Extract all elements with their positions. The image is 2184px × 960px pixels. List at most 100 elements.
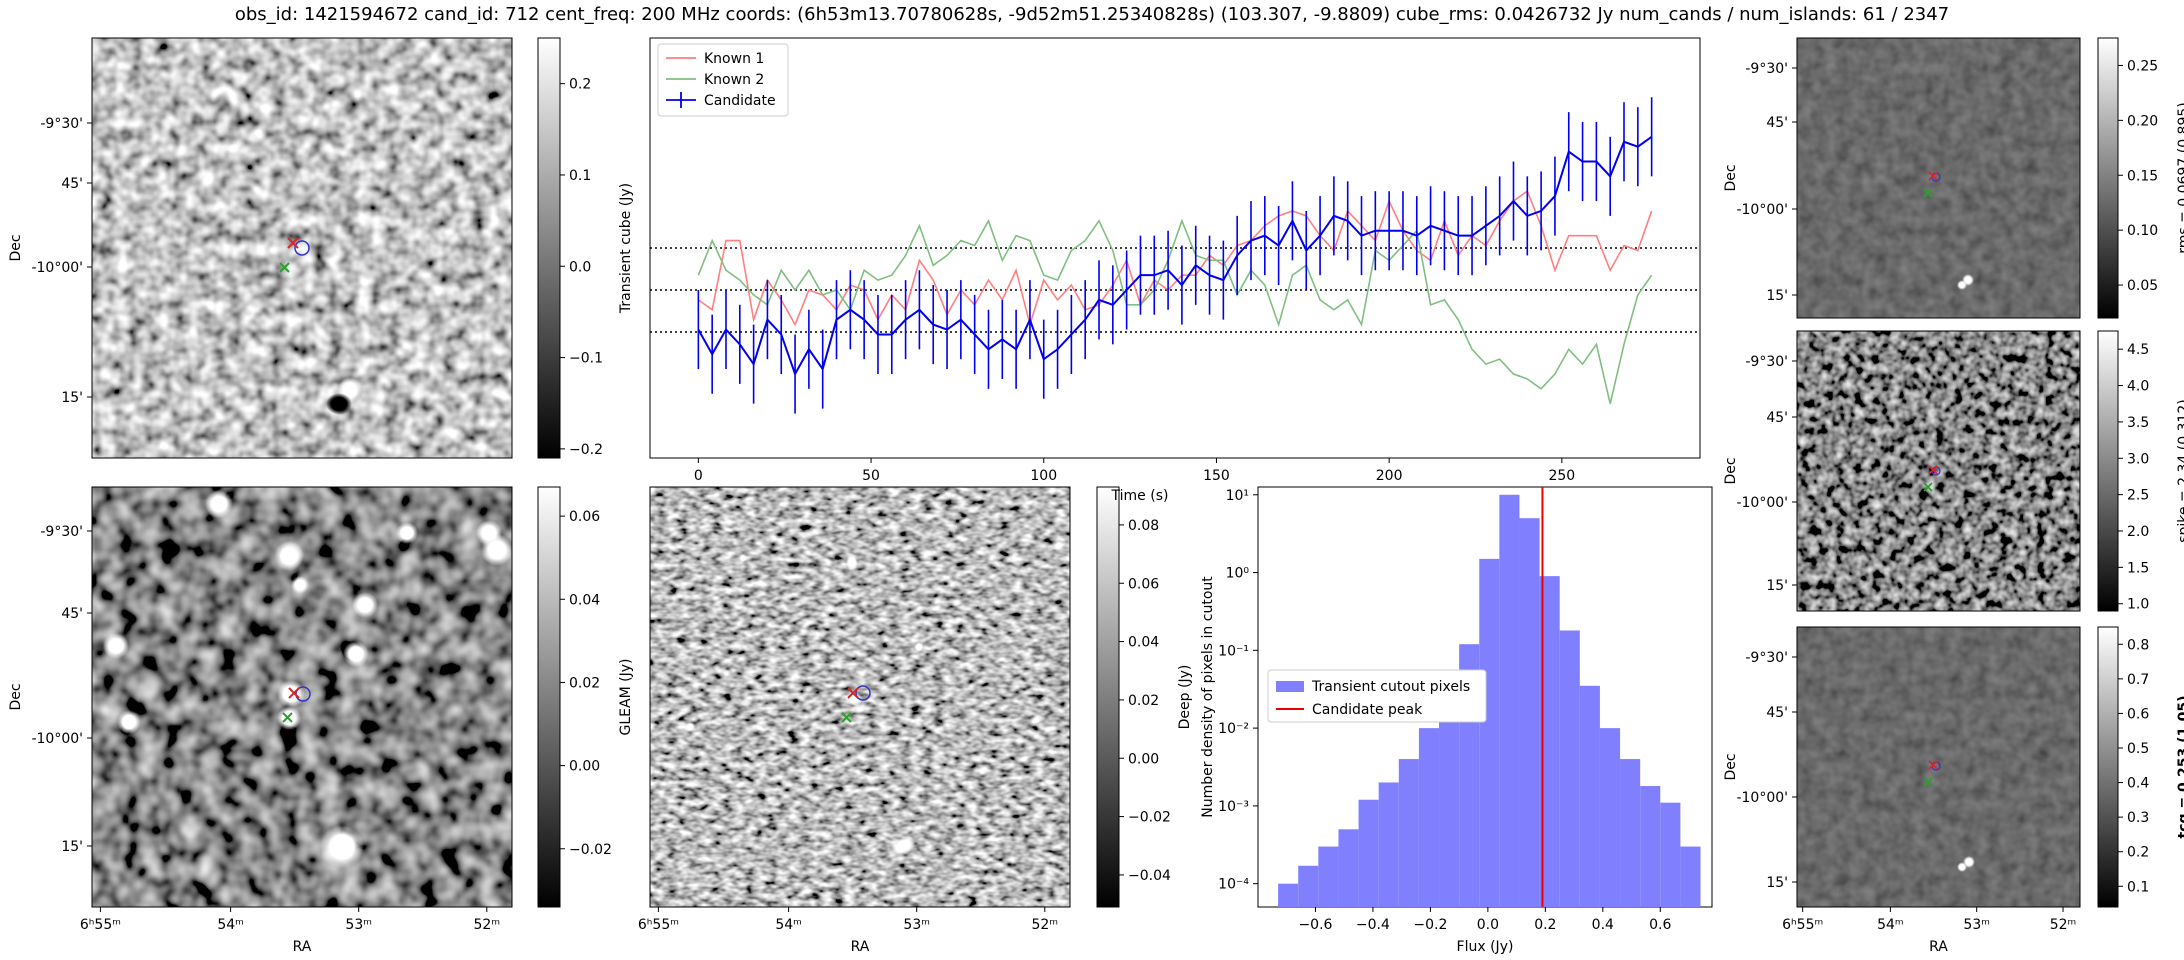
colorbar-label-rms: rms = 0.0697 (0.895) (2176, 102, 2184, 254)
ra-tick-label: 54ᵐ (1877, 917, 1904, 933)
dec-tick-label: -10°00' (31, 731, 83, 747)
histogram-bar (1398, 759, 1419, 907)
ra-tick-label: 53ᵐ (1963, 917, 1990, 933)
histogram-bar (1680, 846, 1701, 907)
ra-tick-label: 54ᵐ (775, 917, 802, 933)
histogram-y-tick: 10⁻⁴ (1218, 877, 1249, 893)
colorbar-label-transient: Transient cube (Jy) (618, 183, 634, 314)
colorbar-rms: 0.25 0.20 0.15 0.10 0.05 rms = 0.0697 (0.895) (2097, 37, 2184, 319)
deep-image (649, 486, 1071, 908)
histogram-y-tick: 10⁻¹ (1218, 643, 1249, 659)
dec-tick-label: 45' (61, 176, 83, 192)
colorbar-tick-label: 0.08 (1128, 518, 1159, 534)
dec-tick-label: -10°00' (1736, 202, 1788, 218)
lightcurve-chart: 0 50 100 150 200 250 Time (s) Known 1 Known 2 Can… (649, 37, 1701, 504)
marker-candidate-spike (1923, 465, 1941, 492)
colorbar-tick-label: 0.04 (1128, 635, 1159, 651)
histogram-y-tick: 10⁻² (1218, 721, 1249, 737)
lightcurve-x-tick: 100 (1030, 468, 1057, 484)
image-axis-2: 6ʰ55ᵐ 54ᵐ 53ᵐ 52ᵐ RA (638, 907, 1058, 955)
lightcurve-x-tick: 200 (1376, 468, 1403, 484)
colorbar-tick-label: 0.06 (569, 509, 600, 525)
histogram-bar (1620, 759, 1641, 907)
colorbar-tick-label: −0.02 (569, 842, 612, 858)
histogram-bar (1539, 576, 1560, 907)
histogram-bar (1499, 494, 1520, 907)
colorbar-tick-label: 3.0 (2127, 451, 2149, 467)
colorbar-tick-label: 4.0 (2127, 379, 2149, 395)
histogram-y-tick: 10⁻³ (1218, 799, 1249, 815)
marker-candidate-rms (1923, 171, 1941, 198)
histogram-bar (1660, 802, 1681, 907)
ra-tick-label: 52ᵐ (1032, 917, 1059, 933)
dec-tick-label: -10°00' (1736, 790, 1788, 806)
image-axis-5: -9°30' 45' -10°00' 15' Dec 6ʰ55ᵐ 54ᵐ 53ᵐ 52ᵐ RA (1723, 650, 2076, 955)
colorbar-tick-label: 1.5 (2127, 560, 2149, 576)
lightcurve-legend: Known 1 Known 2 Candidate (657, 43, 789, 117)
ra-tick-label: 52ᵐ (474, 917, 501, 933)
histogram-y-label: Number density of pixels in cutout (1200, 576, 1216, 818)
legend-entry: Transient cutout pixels (1311, 679, 1470, 695)
colorbar-tick-label: 2.5 (2127, 488, 2149, 504)
colorbar-tick-label: 3.5 (2127, 415, 2149, 431)
image-panel-axes: -9°30' 45' -10°00' 15' Dec -9°30' 45' -10°00' 15… (8, 61, 2076, 955)
colorbar-spike: 4.5 4.0 3.5 3.0 2.5 2.0 1.5 1.0 spike = 2.34 (0.… (2097, 330, 2184, 613)
colorbar-tick-label: 0.25 (2127, 58, 2158, 74)
ra-tick-label: 53ᵐ (345, 917, 372, 933)
colorbar-tick-label: 2.0 (2127, 524, 2149, 540)
colorbar-tick-label: 0.15 (2127, 168, 2158, 184)
ra-tick-label: 54ᵐ (217, 917, 244, 933)
image-axis-4: -9°30' 45' -10°00' 15' Dec (1723, 354, 1797, 594)
dec-tick-label: 15' (1766, 578, 1788, 594)
marker-candidate-transient (279, 237, 310, 273)
colorbar-tick-label: 0.5 (2127, 741, 2149, 757)
histogram-bar (1378, 782, 1399, 907)
dec-tick-label: -10°00' (1736, 495, 1788, 511)
colorbar-tick-label: 4.5 (2127, 342, 2149, 358)
tcg-image (1796, 626, 2081, 908)
histogram-chart: −0.6 −0.4 −0.2 0.0 0.2 0.4 0.6 10¹ 10⁰ 10⁻¹ 10⁻² 10… (1200, 486, 1713, 955)
histogram-y-tick: 10¹ (1226, 488, 1249, 504)
colorbar-tick-label: 1.0 (2127, 597, 2149, 613)
dec-tick-label: 45' (61, 606, 83, 622)
series-line-candidate (697, 136, 1653, 377)
legend-entry: Candidate (704, 93, 776, 109)
dec-axis-label: Dec (8, 234, 24, 261)
dec-axis-label: Dec (8, 683, 24, 710)
histogram-x-tick: −0.6 (1298, 917, 1332, 933)
series-line-known-2 (697, 218, 1653, 404)
colorbar-tick-label: 0.7 (2127, 672, 2149, 688)
histogram-x-tick: −0.2 (1413, 917, 1447, 933)
dec-tick-label: 45' (1766, 410, 1788, 426)
histogram-bar (1559, 630, 1580, 907)
colorbar-tick-label: 0.0 (569, 259, 591, 275)
colorbar-tick-label: −0.04 (1128, 868, 1171, 884)
colorbar-gleam: 0.06 0.04 0.02 0.00 −0.02 GLEAM (Jy) (537, 486, 634, 908)
dec-tick-label: 15' (1766, 288, 1788, 304)
colorbar-tick-label: 0.1 (569, 168, 591, 184)
legend-entry: Candidate peak (1312, 702, 1423, 718)
ra-tick-label: 53ᵐ (903, 917, 930, 933)
colorbar-label-spike: spike = 2.34 (0.312) (2176, 399, 2184, 543)
ra-axis-label: RA (851, 939, 870, 955)
colorbar-transient: 0.2 0.1 0.0 −0.1 −0.2 Transient cube (Jy) (537, 37, 634, 459)
colorbar-deep: 0.08 0.06 0.04 0.02 0.00 −0.02 −0.04 Deep (Jy) (1096, 486, 1193, 908)
histogram-y-tick: 10⁰ (1226, 566, 1250, 582)
histogram-x-tick: 0.2 (1534, 917, 1556, 933)
histogram-bar (1298, 865, 1319, 907)
histogram-bar (1338, 829, 1359, 907)
histogram-bar (1579, 685, 1600, 907)
ra-axis-label: RA (1929, 939, 1948, 955)
marker-candidate-deep (841, 685, 871, 723)
histogram-bar (1418, 728, 1440, 907)
dec-tick-label: 15' (1766, 875, 1788, 891)
dec-tick-label: 45' (1766, 705, 1788, 721)
lightcurve-x-tick: 250 (1548, 468, 1575, 484)
dec-axis-label: Dec (1723, 164, 1739, 191)
histogram-x-tick: 0.6 (1649, 917, 1671, 933)
histogram-bar (1278, 883, 1299, 907)
marker-candidate-tcg (1923, 760, 1941, 787)
colorbar-tick-label: 0.02 (569, 675, 600, 691)
histogram-x-tick: 0.4 (1592, 917, 1614, 933)
dec-axis-label: Dec (1723, 457, 1739, 484)
